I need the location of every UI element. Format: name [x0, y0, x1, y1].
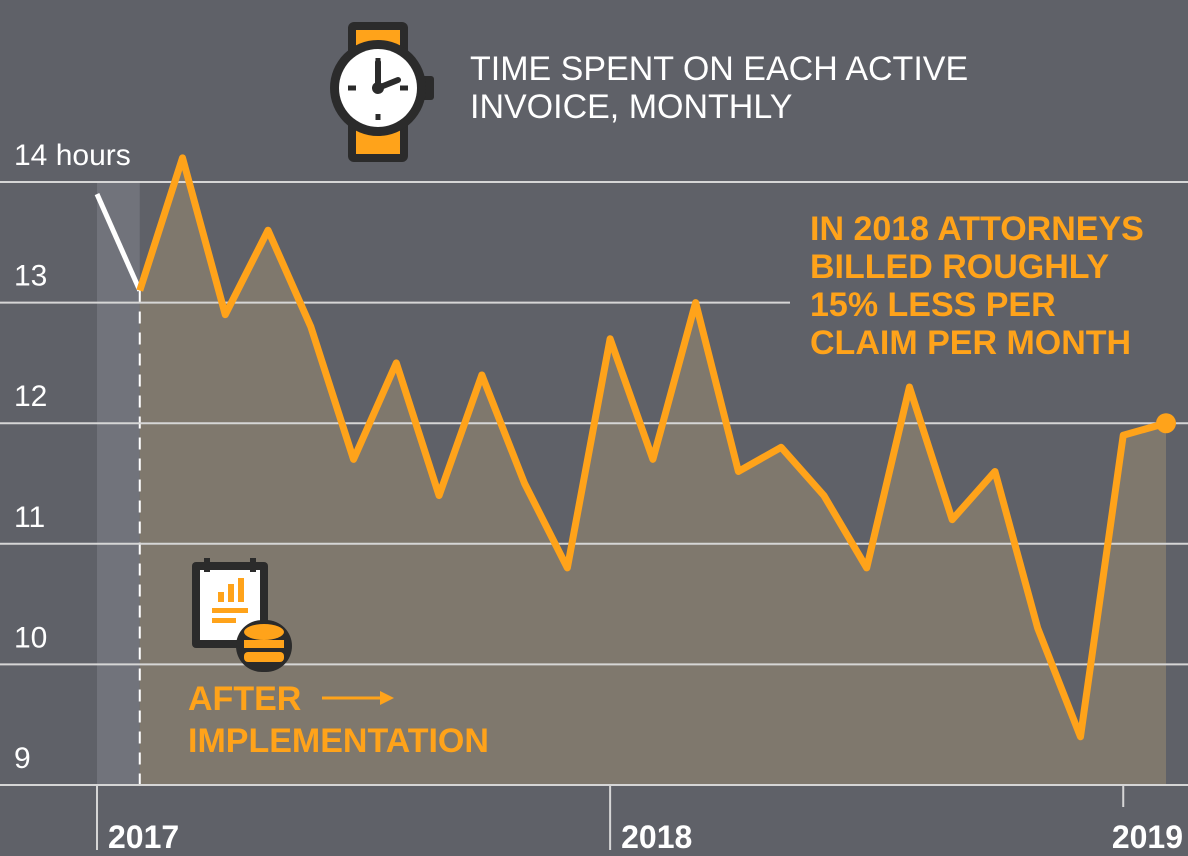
chart-title: TIME SPENT ON EACH ACTIVE — [470, 50, 968, 88]
report-icon — [192, 558, 292, 672]
marker-arrowhead — [380, 691, 394, 705]
annotation: BILLED ROUGHLY — [810, 248, 1109, 286]
line — [136, 154, 1167, 741]
y-tick-label: 9 — [14, 742, 31, 775]
annotation: CLAIM PER MONTH — [810, 324, 1131, 362]
y-tick-label: 14 hours — [14, 139, 131, 172]
y-tick-label: 10 — [14, 621, 47, 654]
annotation-backdrop — [790, 204, 1188, 366]
y-tick-label: 13 — [14, 260, 47, 293]
annotation: 15% LESS PER — [810, 286, 1056, 324]
x-tick-label: 2018 — [621, 819, 692, 855]
x-tick-label: 2017 — [108, 819, 179, 855]
end-dot — [1156, 413, 1176, 434]
y-tick-label: 12 — [14, 380, 47, 413]
line — [94, 193, 143, 292]
marker-label: AFTER — [188, 680, 301, 718]
annotation: IN 2018 ATTORNEYS — [810, 210, 1144, 248]
pre-period-band — [97, 182, 140, 785]
x-tick-label: 2019 — [1112, 819, 1183, 855]
marker-label: IMPLEMENTATION — [188, 722, 489, 760]
chart-title: INVOICE, MONTHLY — [470, 88, 792, 126]
area — [139, 157, 1166, 785]
watch-icon — [330, 22, 434, 162]
y-tick-label: 11 — [14, 501, 45, 534]
